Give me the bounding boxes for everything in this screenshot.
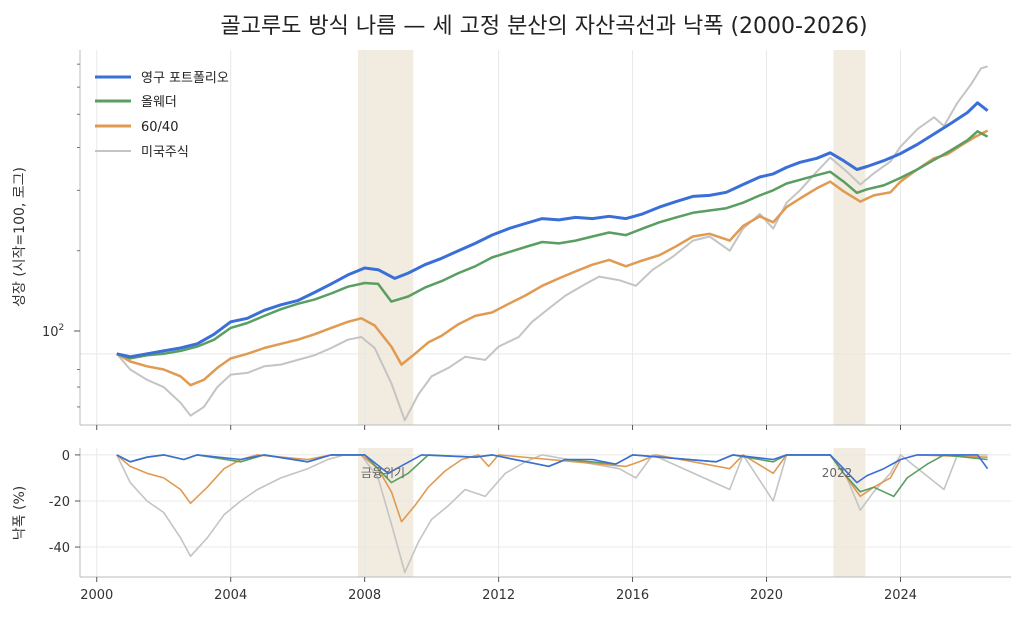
top-x-ticks bbox=[96, 425, 901, 430]
shade-top-1 bbox=[833, 50, 866, 425]
chart-title: 골고루도 방식 나름 — 세 고정 분산의 자산곡선과 낙폭 (2000-202… bbox=[220, 14, 867, 39]
growth-line-perm bbox=[116, 101, 989, 359]
legend-label-perm: 영구 포트폴리오 bbox=[141, 71, 229, 86]
drawdown-panel: 0 -20 -40 2000 2004 2008 2012 2016 2020 2024 금융위… bbox=[12, 448, 1011, 603]
bottom-ytick-label--40: -40 bbox=[49, 541, 70, 556]
legend-label-us: 미국주식 bbox=[141, 145, 189, 160]
top-shaded-periods bbox=[357, 50, 866, 425]
growth-line-allw bbox=[116, 130, 989, 360]
x-tick-label-2000: 2000 bbox=[80, 588, 113, 603]
bottom-ytick-label-0: 0 bbox=[62, 449, 70, 464]
bottom-series-lines bbox=[116, 454, 989, 574]
shade-bottom-1 bbox=[833, 448, 866, 577]
drawdown-line-perm bbox=[116, 454, 989, 484]
shade-bottom-0 bbox=[357, 448, 414, 577]
legend-label-allw: 올웨더 bbox=[141, 95, 177, 110]
x-tick-label-2012: 2012 bbox=[482, 588, 515, 603]
x-tick-label-2020: 2020 bbox=[750, 588, 783, 603]
x-tick-label-2004: 2004 bbox=[214, 588, 247, 603]
growth-line-sixty bbox=[116, 129, 989, 387]
y-tick-exp: 2 bbox=[59, 323, 65, 333]
drawdown-line-us bbox=[116, 454, 988, 574]
annotation-2022: 2022 bbox=[822, 466, 853, 480]
top-series-lines bbox=[116, 65, 989, 422]
x-tick-label-2024: 2024 bbox=[884, 588, 917, 603]
bottom-y-axis-label: 낙폭 (%) bbox=[12, 486, 28, 540]
bottom-y-ticks: 0 -20 -40 bbox=[49, 449, 80, 556]
growth-panel: 102 성장 (시작=100, 로그) 영구 포트폴리오 올웨더 60/40 미… bbox=[12, 50, 1011, 430]
bottom-gridlines bbox=[80, 448, 1011, 577]
top-y-axis-label: 성장 (시작=100, 로그) bbox=[12, 167, 28, 307]
legend: 영구 포트폴리오 올웨더 60/40 미국주식 bbox=[95, 71, 229, 160]
top-gridlines bbox=[80, 50, 1011, 425]
y-tick-100: 102 bbox=[42, 323, 80, 340]
growth-line-us bbox=[116, 65, 988, 422]
x-tick-label-2016: 2016 bbox=[616, 588, 649, 603]
bottom-x-ticks: 2000 2004 2008 2012 2016 2020 2024 bbox=[80, 577, 917, 603]
svg-text:102: 102 bbox=[42, 323, 64, 340]
bottom-ytick-label--20: -20 bbox=[49, 495, 70, 510]
annotation-gfc: 금융위기 bbox=[361, 466, 405, 480]
bottom-shaded-periods bbox=[357, 448, 866, 577]
top-y-minor-ticks bbox=[77, 63, 80, 408]
legend-label-sixty: 60/40 bbox=[141, 120, 178, 135]
y-tick-base: 10 bbox=[42, 325, 59, 340]
x-tick-label-2008: 2008 bbox=[348, 588, 381, 603]
